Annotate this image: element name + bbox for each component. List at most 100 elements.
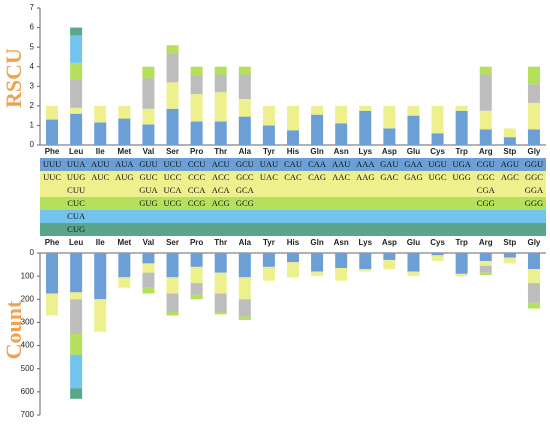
bar-segment bbox=[455, 273, 468, 277]
codon-row bbox=[40, 158, 546, 171]
bar-segment bbox=[166, 53, 179, 83]
codon: GGA bbox=[525, 185, 544, 195]
codon: AUA bbox=[115, 159, 134, 169]
codon: CGC bbox=[477, 172, 495, 182]
bar-segment bbox=[527, 302, 540, 309]
bar-segment bbox=[431, 255, 444, 262]
codon: AGC bbox=[501, 172, 519, 182]
bar-segment bbox=[166, 108, 179, 145]
bar-segment bbox=[479, 253, 492, 262]
y-tick-label: 100 bbox=[21, 271, 35, 280]
bar-segment bbox=[287, 130, 299, 145]
codon: UCA bbox=[164, 185, 183, 195]
bar-segment bbox=[214, 272, 227, 294]
bar-segment bbox=[238, 74, 251, 100]
bar-segment bbox=[166, 253, 179, 278]
bar-segment bbox=[527, 269, 540, 284]
bar-segment bbox=[46, 293, 59, 316]
x-tick-label: Val bbox=[143, 147, 155, 156]
codon: UUC bbox=[43, 172, 61, 182]
bar-segment bbox=[190, 253, 203, 267]
codon: GCU bbox=[236, 159, 254, 169]
bar-segment bbox=[214, 312, 227, 315]
codon: UGU bbox=[428, 159, 446, 169]
x-tick-label: Val bbox=[143, 238, 155, 247]
codon: AAU bbox=[332, 159, 350, 169]
codon: UGC bbox=[429, 172, 447, 182]
bar-segment bbox=[262, 253, 275, 267]
codon: CUU bbox=[67, 185, 85, 195]
bar-segment bbox=[190, 75, 203, 95]
bar-segment bbox=[479, 129, 492, 145]
bar-segment bbox=[335, 253, 348, 269]
bar-segment bbox=[70, 113, 83, 145]
codon: AAA bbox=[356, 159, 375, 169]
x-tick-label: Ile bbox=[96, 238, 105, 247]
bar-segment bbox=[262, 266, 275, 281]
bar-segment bbox=[190, 266, 203, 284]
codon: UGA bbox=[452, 159, 471, 169]
bar-segment bbox=[431, 133, 444, 145]
x-tick-label: Glu bbox=[407, 147, 420, 156]
x-tick-label: Thr bbox=[214, 238, 227, 247]
bar-segment bbox=[70, 62, 83, 80]
y-tick-label: 200 bbox=[21, 294, 35, 303]
bar-segment bbox=[407, 253, 420, 272]
y-axis-title: Count bbox=[1, 300, 26, 359]
y-tick-label: 1 bbox=[30, 121, 35, 130]
bar-segment bbox=[94, 253, 107, 300]
x-tick-label: Stp bbox=[503, 238, 516, 247]
bar-segment bbox=[383, 259, 396, 270]
x-tick-label: Ala bbox=[239, 238, 252, 247]
bar-segment bbox=[94, 122, 107, 145]
bar-segment bbox=[214, 74, 227, 93]
codon: AUC bbox=[91, 172, 109, 182]
bar-segment bbox=[527, 283, 540, 303]
codon: GGU bbox=[525, 159, 543, 169]
bar-segment bbox=[70, 299, 83, 334]
bar-segment bbox=[383, 253, 396, 260]
x-tick-label: Pro bbox=[190, 147, 203, 156]
codon: UGG bbox=[452, 172, 470, 182]
x-tick-label: Trp bbox=[455, 147, 468, 156]
codon: CAA bbox=[308, 159, 327, 169]
bar-segment bbox=[479, 74, 492, 111]
bar-segment bbox=[142, 287, 155, 294]
bar-segment bbox=[214, 121, 227, 145]
bar-segment bbox=[407, 115, 420, 145]
codon: CGA bbox=[477, 185, 496, 195]
codon: ACC bbox=[212, 172, 230, 182]
bar-segment bbox=[70, 27, 83, 36]
bar-segment bbox=[190, 283, 203, 295]
y-tick-label: 7 bbox=[30, 3, 35, 12]
bar-segment bbox=[70, 334, 83, 355]
x-tick-label: Ser bbox=[166, 147, 179, 156]
bar-segment bbox=[359, 253, 372, 270]
bar-segment bbox=[142, 263, 155, 273]
codon-row bbox=[40, 171, 546, 184]
codon: CGU bbox=[477, 159, 495, 169]
bar-segment bbox=[238, 99, 251, 117]
codon-row bbox=[40, 197, 546, 210]
bar-segment bbox=[503, 137, 516, 145]
y-axis-title: RSCU bbox=[1, 48, 26, 108]
codon: GCG bbox=[236, 198, 254, 208]
y-tick-label: 0 bbox=[30, 248, 35, 257]
bar-segment bbox=[311, 271, 324, 277]
codon: AAC bbox=[332, 172, 350, 182]
x-tick-label: Trp bbox=[455, 238, 468, 247]
bar-segment bbox=[479, 265, 492, 273]
x-tick-label: Thr bbox=[214, 147, 227, 156]
bar-segment bbox=[70, 292, 83, 300]
bar-segment bbox=[214, 293, 227, 313]
codon: ACG bbox=[212, 198, 230, 208]
bar-segment bbox=[262, 105, 275, 126]
x-tick-label: His bbox=[287, 238, 300, 247]
bar-segment bbox=[311, 105, 324, 115]
bar-segment bbox=[479, 272, 492, 275]
x-tick-label: Gln bbox=[310, 238, 323, 247]
bar-segment bbox=[46, 105, 59, 120]
y-tick-label: 5 bbox=[30, 42, 35, 51]
codon: AGU bbox=[501, 159, 519, 169]
bar-segment bbox=[70, 79, 83, 108]
